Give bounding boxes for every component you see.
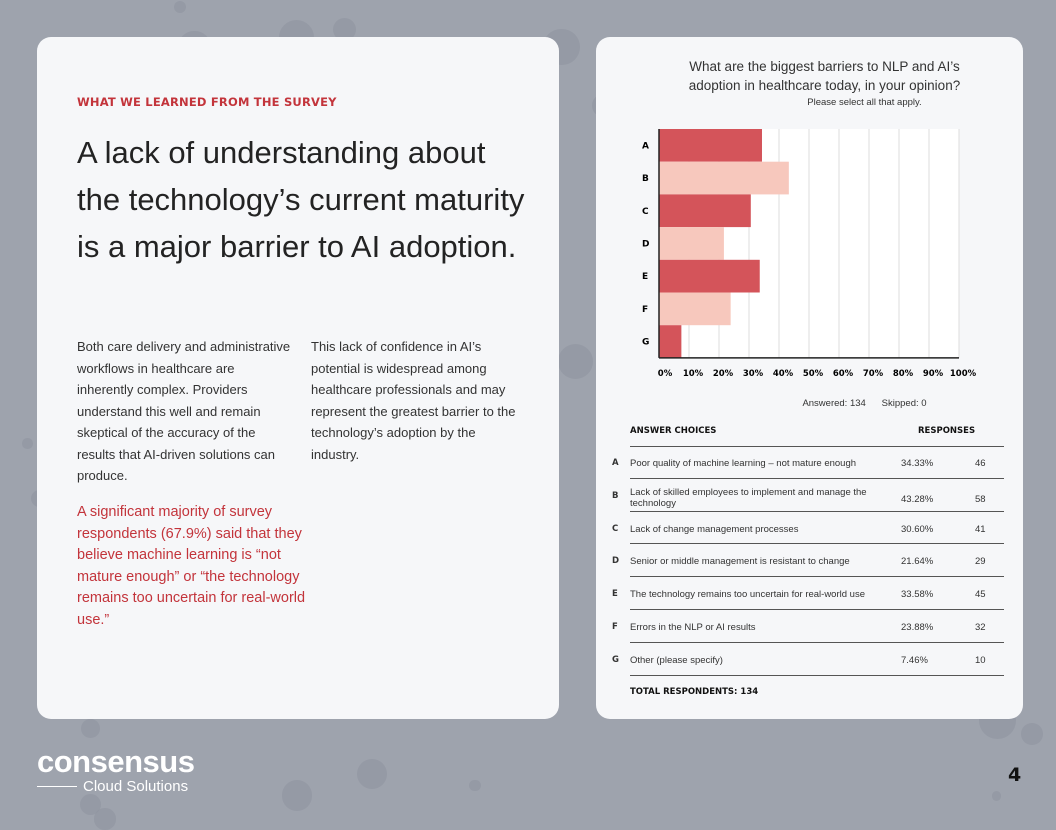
category-label: E — [642, 272, 648, 282]
table-row: G Other (please specify) 7.46% 10 — [612, 643, 1004, 676]
x-tick-label: 70% — [863, 369, 884, 379]
chart-stats: Answered: 134 Skipped: 0 — [596, 398, 1023, 409]
row-letter: B — [612, 490, 619, 501]
header-responses: RESPONSES — [918, 426, 976, 436]
row-percent: 23.88% — [901, 622, 934, 633]
x-tick-label: 20% — [713, 369, 734, 379]
row-percent: 30.60% — [901, 523, 934, 535]
skipped-count: Skipped: 0 — [881, 398, 927, 409]
header-answer-choices: ANSWER CHOICES — [630, 426, 717, 436]
page-number: 4 — [1008, 764, 1022, 786]
x-tick-label: 90% — [923, 369, 944, 379]
row-percent: 7.46% — [901, 654, 928, 666]
background-dot — [173, 0, 186, 13]
category-label: A — [642, 141, 649, 151]
category-label: C — [642, 207, 649, 217]
row-count: 46 — [975, 458, 986, 469]
body-column-1: Both care delivery and administrative wo… — [77, 339, 291, 483]
text-card: WHAT WE LEARNED FROM THE SURVEY A lack o… — [37, 37, 559, 719]
background-dot — [356, 759, 387, 790]
table-divider — [630, 446, 1004, 447]
background-dot — [1021, 722, 1043, 745]
row-letter: C — [612, 523, 619, 534]
section-kicker: WHAT WE LEARNED FROM THE SURVEY — [77, 95, 337, 109]
answered-count: Answered: 134 — [802, 398, 866, 409]
pull-quote: A significant majority of survey respond… — [77, 504, 306, 628]
bar-F — [659, 292, 731, 326]
background-dot — [81, 718, 101, 738]
background-dot — [332, 17, 357, 42]
row-answer: Errors in the NLP or AI results — [630, 622, 756, 633]
row-percent: 21.64% — [901, 556, 934, 568]
total-respondents: TOTAL RESPONDENTS: 134 — [630, 687, 759, 697]
background-dot — [79, 793, 101, 815]
chart-card: What are the biggest barriers to NLP and… — [596, 37, 1023, 719]
bar-E — [659, 259, 760, 293]
headline: A lack of understanding about the techno… — [77, 135, 525, 264]
row-letter: A — [612, 458, 619, 468]
category-label: B — [642, 174, 649, 184]
row-letter: F — [612, 622, 618, 632]
row-count: 10 — [975, 654, 986, 666]
row-answer: Lack of change management processes — [630, 523, 799, 535]
row-answer: Senior or middle management is resistant… — [630, 556, 850, 568]
chart-title: What are the biggest barriers to NLP and… — [688, 59, 961, 93]
bar-D — [659, 227, 724, 260]
x-tick-label: 80% — [893, 369, 914, 379]
background-dot — [991, 791, 1002, 801]
x-tick-label: 50% — [803, 369, 824, 379]
background-dot — [281, 780, 312, 811]
row-answer: Poor quality of machine learning – not m… — [630, 458, 857, 469]
row-count: 58 — [975, 493, 986, 505]
x-tick-label: 0% — [658, 369, 673, 379]
background-dot — [22, 438, 33, 449]
logo-wordmark: consensus — [37, 744, 195, 779]
table-row: F Errors in the NLP or AI results 23.88%… — [612, 610, 1004, 643]
logo-subtitle: Cloud Solutions — [83, 778, 189, 795]
bar-chart: A B C D E F G 0% 10% 20% 30% 40% 50% 60% 70% 80% 90% 100% — [642, 129, 977, 379]
x-tick-label: 60% — [833, 369, 854, 379]
row-letter: G — [612, 654, 619, 665]
row-count: 32 — [975, 622, 986, 633]
background-dot — [557, 343, 593, 380]
x-tick-label: 10% — [683, 369, 704, 379]
bar-C — [659, 194, 751, 228]
x-tick-label: 100% — [950, 369, 977, 379]
row-answer: The technology remains too uncertain for… — [630, 589, 865, 601]
bar-G — [659, 325, 682, 358]
row-answer: Other (please specify) — [630, 654, 723, 666]
row-percent: 33.58% — [901, 589, 934, 601]
logo-line — [37, 786, 77, 787]
category-label: G — [642, 338, 649, 348]
chart-subtitle: Please select all that apply. — [807, 97, 922, 108]
category-label: D — [642, 239, 649, 249]
category-label: F — [642, 305, 648, 315]
row-count: 29 — [975, 556, 986, 568]
row-answer: Lack of skilled employees to implement a… — [630, 486, 867, 509]
table-row: A Poor quality of machine learning – not… — [612, 446, 1004, 479]
x-tick-label: 30% — [743, 369, 764, 379]
row-count: 45 — [975, 589, 986, 601]
row-percent: 43.28% — [901, 493, 934, 505]
row-letter: D — [612, 556, 620, 567]
bar-A — [659, 129, 762, 162]
background-dot — [469, 779, 481, 792]
consensus-logo: consensus Cloud Solutions — [37, 744, 195, 795]
x-tick-label: 40% — [773, 369, 794, 379]
table-row: E The technology remains too uncertain f… — [612, 577, 1004, 610]
row-percent: 34.33% — [901, 458, 934, 469]
table-row: C Lack of change management processes 30… — [612, 512, 1004, 545]
body-column-2: This lack of confidence in AI’s potentia… — [311, 339, 516, 462]
row-count: 41 — [975, 523, 986, 535]
row-letter: E — [612, 589, 618, 600]
table-row: B Lack of skilled employees to implement… — [612, 479, 1004, 512]
table-row: D Senior or middle management is resista… — [612, 544, 1004, 578]
bar-B — [659, 161, 789, 195]
